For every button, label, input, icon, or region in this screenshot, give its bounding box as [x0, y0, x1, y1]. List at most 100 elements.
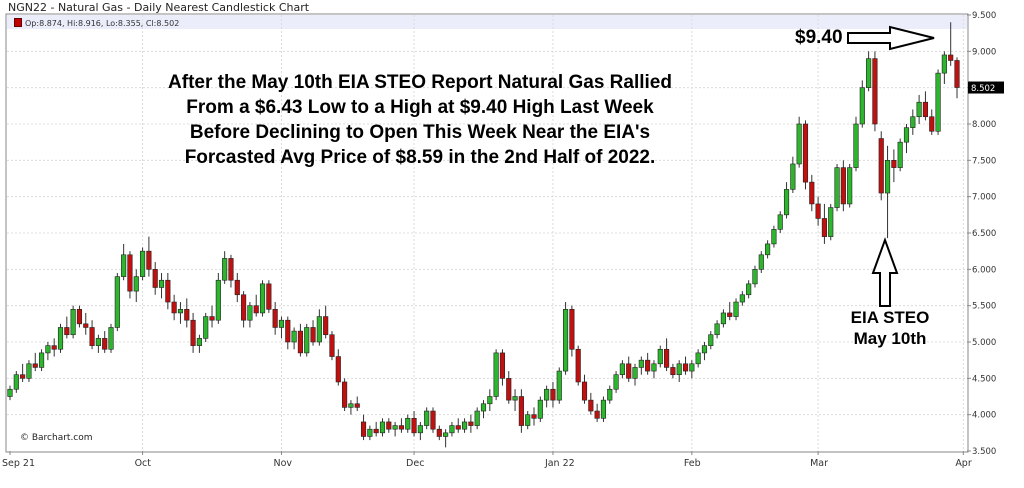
y-tick-label: 7.500 — [972, 156, 996, 166]
candle-body — [45, 345, 51, 354]
candle-body — [51, 345, 57, 350]
callout-arrow-up — [871, 237, 899, 307]
candle-body — [746, 283, 752, 296]
annotation-line: From a $6.43 Low to a High at $9.40 High… — [186, 97, 654, 118]
annotation-line: Forcasted Avg Price of $8.59 in the 2nd … — [184, 147, 656, 168]
last-candle-swatch — [14, 18, 22, 27]
candle-body — [765, 243, 771, 256]
candle-body — [474, 410, 480, 426]
candle-body — [613, 374, 619, 390]
candle-body — [13, 374, 19, 390]
candle-body — [872, 58, 878, 125]
candle-body — [834, 167, 840, 208]
candle-body — [310, 327, 316, 343]
candle-body — [815, 203, 821, 219]
candle-body — [626, 363, 632, 379]
grid — [7, 15, 967, 451]
candle-body — [916, 101, 922, 118]
candle-body — [537, 399, 543, 419]
candle-body — [234, 279, 240, 296]
candle-body — [550, 388, 556, 401]
candle-body — [897, 141, 903, 168]
candle-body — [758, 254, 764, 270]
candle-body — [64, 327, 70, 336]
eia-callout-line: May 10th — [853, 329, 927, 348]
candle-body — [922, 101, 929, 118]
y-tick-label: 9.000 — [972, 47, 996, 57]
candle-body — [272, 308, 278, 328]
candle-body — [373, 428, 379, 434]
candle-body — [891, 160, 897, 168]
y-tick-label: 3.500 — [972, 447, 996, 457]
candle-body — [177, 308, 184, 314]
candle-body — [480, 403, 487, 412]
candle-body — [76, 308, 83, 325]
candle-body — [335, 356, 341, 383]
y-tick-label: 9.500 — [972, 11, 996, 21]
candle-body — [588, 399, 594, 412]
candle-body — [777, 214, 783, 230]
candles — [7, 22, 960, 448]
candle-body — [518, 396, 524, 426]
candle-body — [859, 87, 865, 125]
candle-body — [38, 352, 45, 368]
candle-body — [455, 425, 461, 430]
candle-body — [866, 58, 872, 88]
candle-body — [720, 312, 726, 325]
last-price-badge — [968, 81, 1004, 94]
candle-body — [411, 417, 417, 434]
candle-body — [424, 410, 430, 426]
candle-body — [259, 283, 266, 314]
x-tick-label: Mar — [810, 458, 828, 469]
candle-body — [379, 421, 386, 434]
x-tick-label: Dec — [406, 458, 424, 469]
candle-body — [297, 330, 303, 354]
candle-body — [449, 425, 455, 434]
candle-body — [941, 54, 947, 74]
candle-body — [499, 352, 506, 379]
candle-body — [619, 363, 625, 375]
candle-body — [809, 181, 815, 205]
annotation-line: Before Declining to Open This Week Near … — [189, 122, 651, 143]
candle-body — [152, 269, 158, 288]
candle-body — [430, 410, 436, 430]
candle-body — [278, 319, 285, 328]
candle-body — [645, 359, 651, 372]
candle-body — [512, 396, 518, 401]
candle-body — [796, 123, 802, 165]
candle-body — [708, 334, 714, 346]
x-tick-label: Oct — [135, 458, 152, 469]
candle-body — [108, 327, 114, 350]
candle-body — [95, 338, 101, 346]
candle-body — [664, 348, 670, 368]
candle-body — [600, 399, 607, 419]
candle-body — [714, 323, 720, 336]
candle-body — [607, 388, 613, 401]
candle-body — [638, 359, 644, 368]
source-credit: © Barchart.com — [20, 433, 93, 443]
candle-body — [701, 345, 708, 354]
candle-body — [360, 421, 367, 437]
candle-body — [140, 250, 146, 277]
candle-body — [196, 338, 202, 346]
candle-body — [184, 308, 190, 321]
candle-body — [903, 127, 910, 143]
y-tick-label: 4.500 — [972, 374, 996, 384]
high-price-callout: $9.40 — [795, 27, 843, 48]
candle-body — [929, 116, 935, 132]
candle-body — [291, 330, 297, 343]
candle-body — [556, 370, 562, 401]
candle-body — [228, 258, 234, 281]
ohlc-readout: Op:8.874, Hi:8.916, Lo:8.355, Cl:8.502 — [14, 18, 179, 28]
candle-body — [670, 367, 676, 375]
y-tick-label: 4.000 — [972, 411, 996, 421]
y-tick-label: 8.000 — [972, 120, 996, 130]
candle-body — [840, 167, 846, 205]
candle-body — [121, 254, 127, 277]
candle-body — [215, 279, 221, 321]
candle-body — [468, 421, 474, 426]
y-tick-label: 5.500 — [972, 302, 996, 312]
ohlc-values: Op:8.874, Hi:8.916, Lo:8.355, Cl:8.502 — [25, 19, 180, 28]
candle-body — [575, 348, 581, 383]
x-tick-label: Apr — [955, 458, 972, 469]
